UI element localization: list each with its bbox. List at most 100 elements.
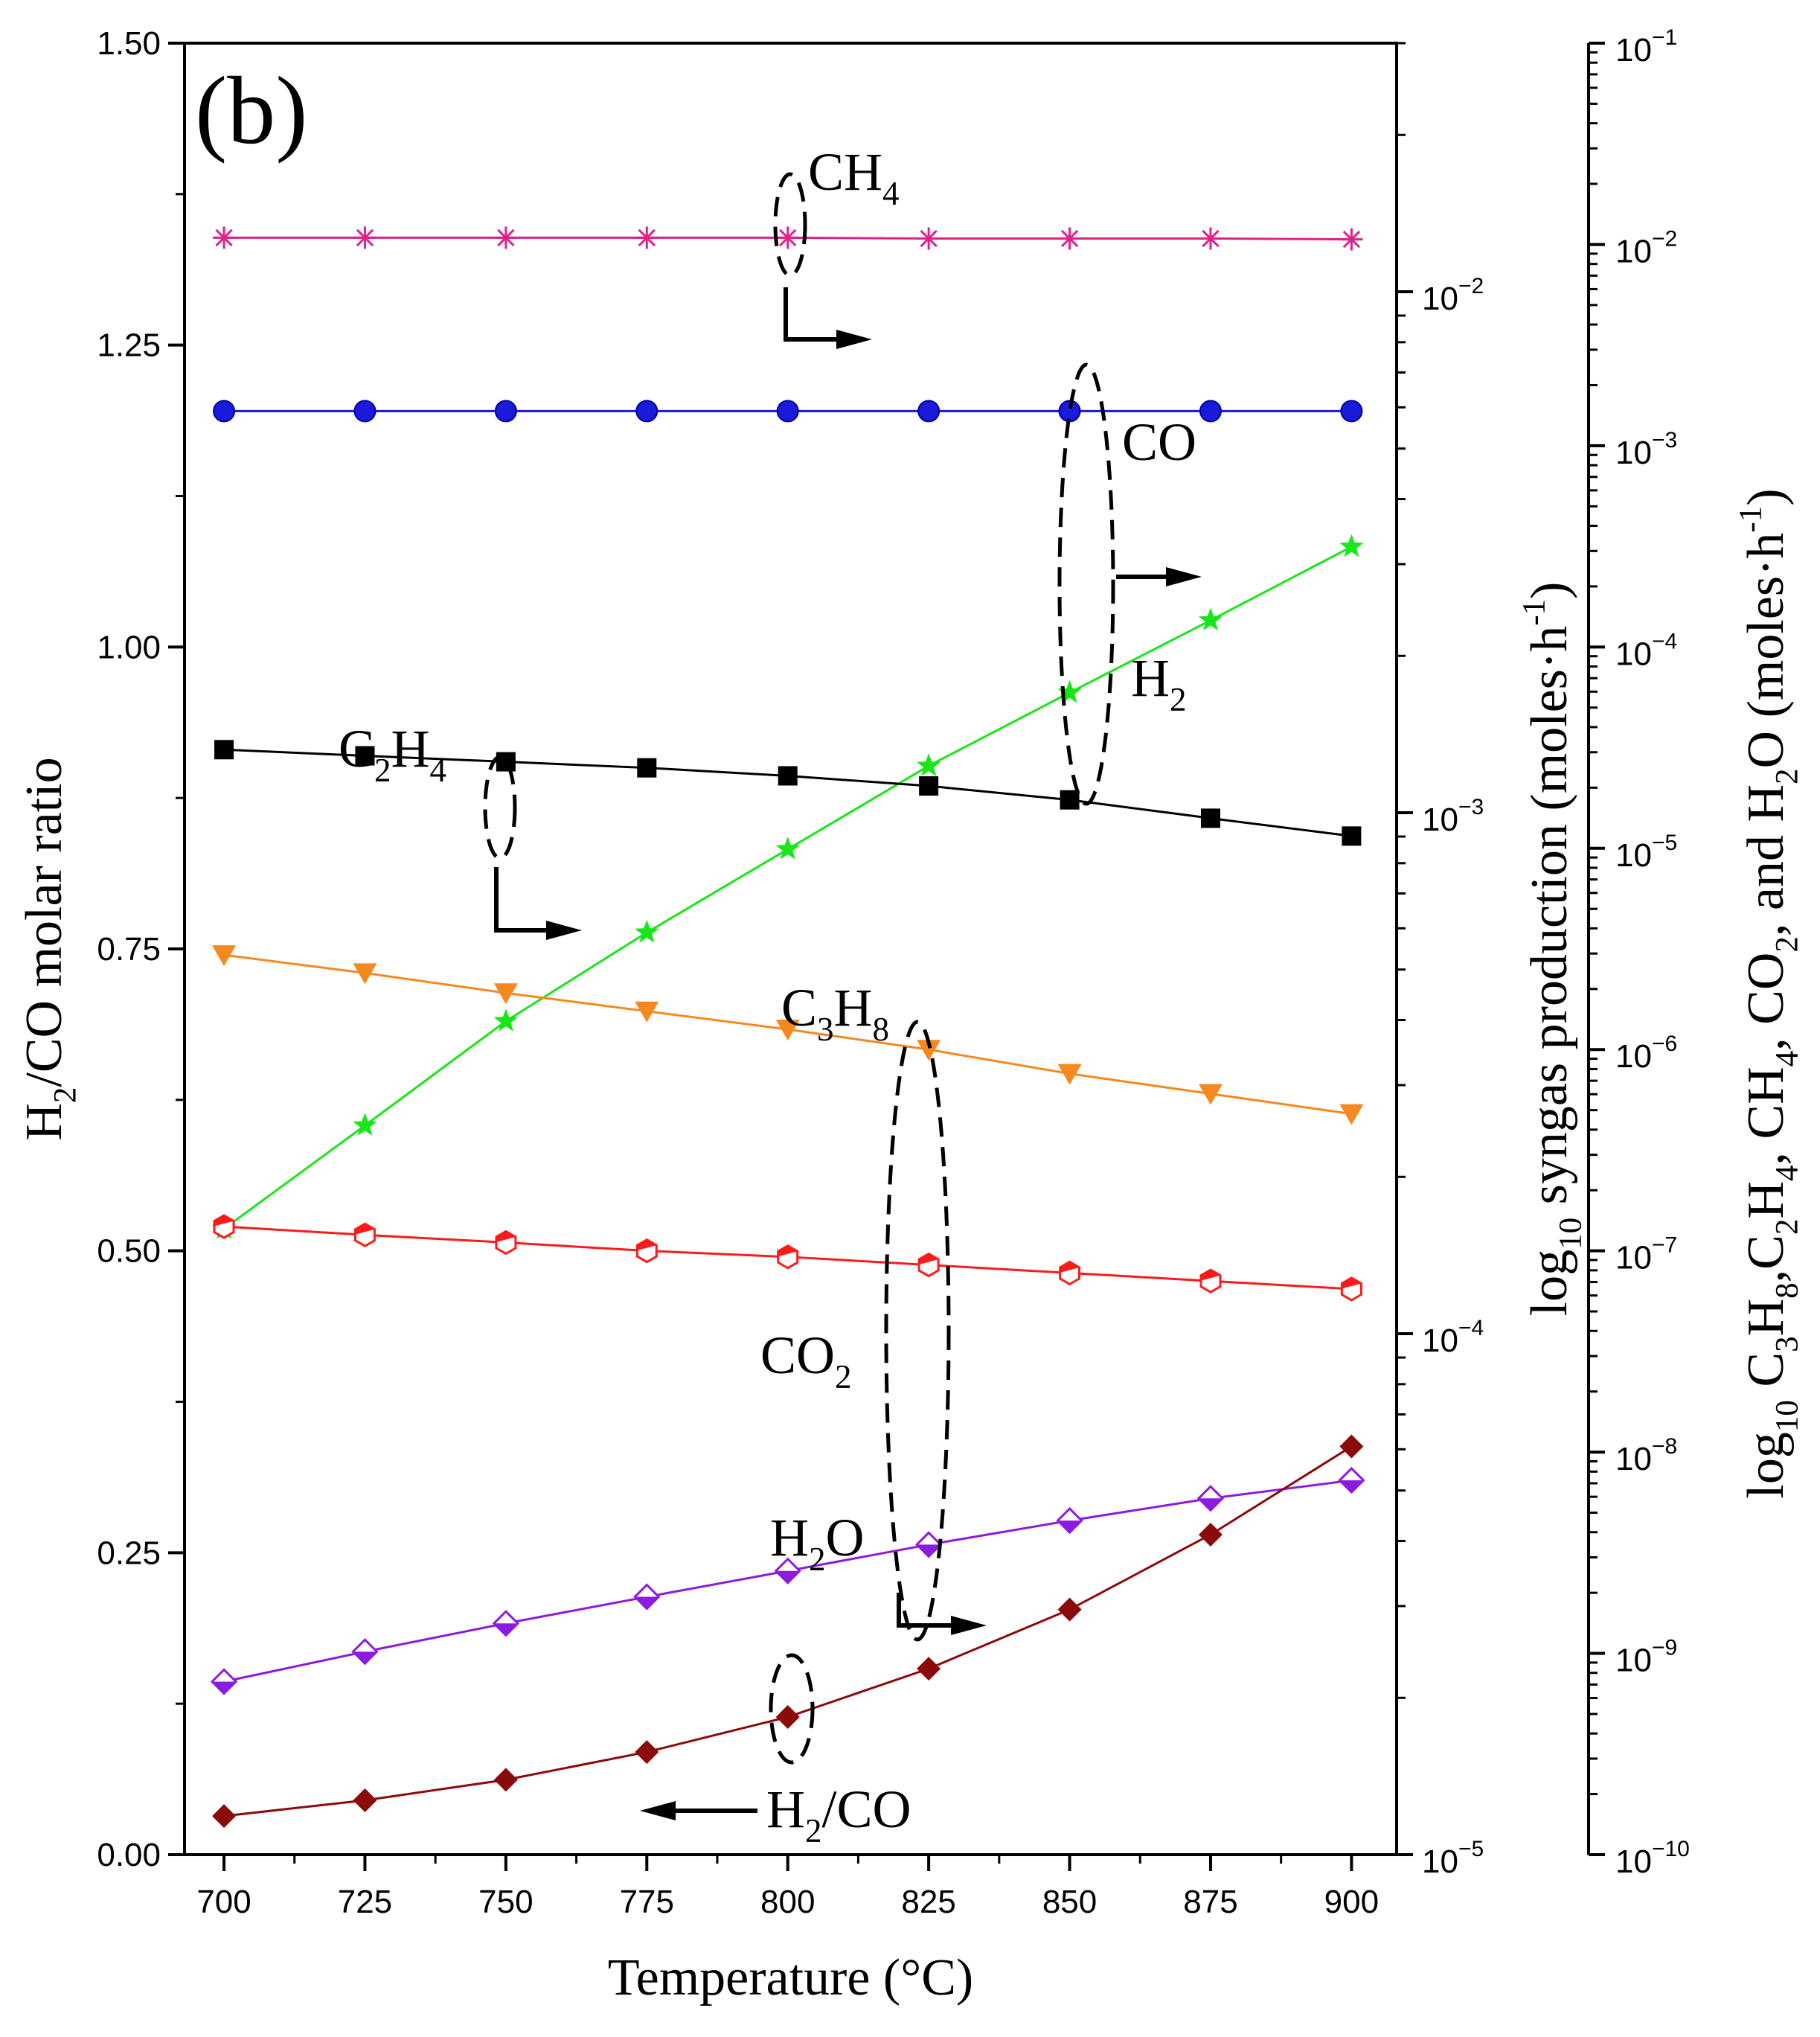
marker-shape (635, 1001, 659, 1023)
marker-fill (775, 1570, 800, 1583)
marker-shape (1339, 1104, 1364, 1125)
data-point-co (635, 400, 659, 423)
arrow-head (546, 921, 582, 940)
series-ch4 (213, 226, 1363, 251)
right2-axis-title: log10 C3H8,C2H4, CH4, CO2, and H2O (mole… (1734, 488, 1805, 1498)
h2co-arrow (640, 1801, 757, 1820)
data-point-h2o (915, 1531, 943, 1558)
series-co (213, 400, 1363, 423)
marker-shape (635, 919, 659, 943)
marker-shape (353, 1788, 377, 1812)
series-h2-co (212, 1434, 1364, 1829)
marker-shape (775, 1705, 800, 1730)
marker-fill (494, 1231, 516, 1243)
arrow-head (951, 1616, 987, 1635)
data-point-h2-co (493, 1768, 518, 1792)
marker-shape (1198, 1084, 1223, 1105)
c2h4-callout (483, 755, 517, 860)
data-point-c2h4 (1200, 808, 1220, 828)
marker-shape (1057, 679, 1082, 703)
marker-shape (1339, 1434, 1364, 1459)
series-label-co: CO (1122, 412, 1196, 472)
data-point-c2h4 (1342, 826, 1362, 846)
data-point-co2 (494, 1229, 517, 1256)
marker-shape (1342, 826, 1362, 846)
data-point-co2 (353, 1222, 376, 1248)
marker-fill (353, 1651, 377, 1664)
data-point-h2-co (353, 1788, 377, 1812)
marker-fill (776, 1245, 798, 1257)
marker-shape (212, 945, 237, 967)
arrow-head (640, 1801, 676, 1820)
data-point-c3h8 (775, 1020, 800, 1041)
data-point-co (776, 400, 799, 423)
marker-shape (496, 752, 516, 772)
x-tick-label: 875 (1183, 1884, 1237, 1920)
right2-tick-label: 10−5 (1615, 831, 1677, 874)
data-point-h2-co (635, 1740, 659, 1765)
data-point-co (213, 400, 236, 423)
marker-shape (1340, 400, 1363, 423)
right2-tick-label: 10−4 (1615, 629, 1677, 672)
data-point-ch4 (635, 226, 659, 249)
data-point-ch4 (776, 226, 799, 249)
data-point-c3h8 (1057, 1064, 1082, 1085)
c3h8-arrow (897, 1593, 987, 1635)
data-point-h2 (1057, 679, 1082, 703)
data-point-h2 (635, 919, 659, 943)
data-point-co2 (917, 1252, 940, 1278)
marker-fill (917, 1253, 939, 1265)
data-point-co (494, 400, 517, 423)
left-tick-label: 1.25 (97, 327, 161, 364)
marker-shape (353, 400, 377, 423)
x-tick-label: 825 (901, 1884, 955, 1920)
marker-shape (494, 400, 517, 423)
data-point-h2o (210, 1668, 238, 1695)
data-point-co2 (776, 1244, 799, 1270)
left-tick-label: 0.75 (97, 931, 161, 968)
marker-shape (1057, 1064, 1082, 1085)
marker-shape (212, 1804, 237, 1829)
arrow-line (784, 287, 850, 342)
data-point-c2h4 (214, 740, 234, 760)
plot-frame (183, 42, 1398, 1856)
marker-shape (776, 400, 799, 423)
panel-label: (b) (195, 57, 308, 164)
left-tick-label: 1.00 (97, 629, 161, 665)
series-line-h2 (223, 546, 1353, 1230)
marker-fill (493, 1623, 518, 1636)
x-tick-label: 850 (1042, 1884, 1097, 1920)
data-point-h2-co (1057, 1597, 1082, 1622)
data-point-h2 (493, 1008, 518, 1032)
marker-stroke (920, 229, 938, 248)
marker-shape (353, 1113, 377, 1136)
right1-tick-label: 10−2 (1422, 274, 1484, 317)
data-point-c2h4 (919, 776, 939, 796)
marker-shape (775, 837, 800, 860)
data-point-co2 (635, 1238, 658, 1264)
data-point-h2o (1338, 1466, 1365, 1494)
data-point-c2h4 (637, 758, 657, 778)
marker-fill (1199, 1270, 1220, 1282)
marker-shape (214, 740, 234, 760)
data-point-h2o (492, 1610, 519, 1637)
x-tick-label: 900 (1324, 1884, 1379, 1920)
marker-shape (493, 983, 518, 1005)
arrow-line (494, 867, 560, 933)
x-tick-label: 750 (478, 1884, 533, 1920)
x-tick-label: 800 (760, 1884, 815, 1920)
marker-stroke (1202, 229, 1220, 248)
series-layer (210, 226, 1365, 1829)
data-point-co2 (1340, 1276, 1362, 1302)
data-point-c2h4 (496, 752, 516, 772)
marker-fill (917, 1544, 941, 1557)
series-c2h4 (214, 740, 1362, 846)
left-tick-label: 0.50 (97, 1233, 161, 1270)
marker-shape (635, 400, 659, 423)
x-tick-label: 700 (196, 1884, 251, 1920)
x-tick-label: 775 (620, 1884, 674, 1920)
right2-tick-label: 10−6 (1615, 1032, 1677, 1075)
marker-shape (493, 1008, 518, 1032)
marker-fill (212, 1681, 237, 1694)
data-point-co2 (1058, 1260, 1080, 1286)
